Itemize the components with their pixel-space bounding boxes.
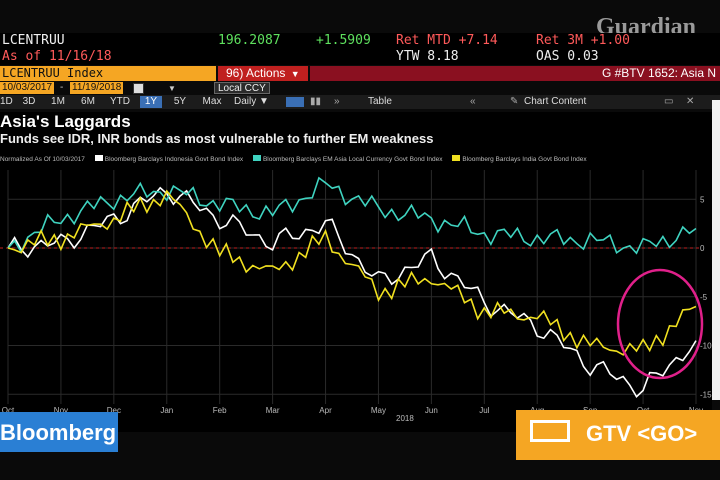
y-tick-label: 0 [700, 244, 705, 253]
legend-note: Normalized As Of 10/03/2017 [0, 156, 85, 163]
start-date-field[interactable]: 10/03/2017 [0, 82, 55, 94]
close-icon[interactable]: ✕ [686, 96, 695, 107]
range-3d[interactable]: 3D [22, 96, 36, 107]
quote-row-yield: As of 11/16/18 YTW 8.18 OAS 0.03 [0, 49, 720, 65]
x-tick-label: Apr [319, 406, 332, 415]
settings-icon[interactable]: ▭ [664, 96, 674, 107]
y-tick-label: 5 [700, 195, 705, 204]
chart-canvas[interactable]: 5 0 -5 -10 -15 Oct Nov Dec Jan Feb Mar Apr May Jun Ju… [0, 112, 712, 432]
x-tick-label: May [371, 406, 386, 415]
currency-select[interactable]: Local CCY [214, 82, 270, 94]
price-change: +1.5909 [316, 33, 371, 48]
chevron-down-icon: ▼ [290, 69, 300, 79]
gtv-banner [516, 410, 720, 460]
range-1d[interactable]: 1D [0, 96, 13, 107]
legend-em-asia[interactable]: Bloomberg Barclays EM Asia Local Currenc… [262, 156, 443, 163]
y-tick-label: -15 [700, 390, 712, 399]
security-field[interactable]: LCENTRUU Index [0, 66, 216, 81]
series-line-1 [7, 176, 697, 255]
range-6m[interactable]: 6M [81, 96, 95, 107]
y-tick-label: -5 [700, 293, 708, 302]
series-line-0 [7, 186, 697, 398]
oas-value: OAS 0.03 [536, 49, 599, 64]
series-line-2 [7, 189, 697, 356]
command-bar: LCENTRUU Index 96) Actions ▼ G #BTV 1652… [0, 66, 720, 81]
actions-label: 96) Actions [226, 66, 286, 80]
range-5y[interactable]: 5Y [173, 96, 187, 107]
price-value: 196.2087 [218, 33, 281, 48]
y-tick-label: -10 [700, 342, 712, 351]
calendar-icon[interactable] [133, 83, 144, 94]
x-tick-label: Jan [160, 406, 173, 415]
actions-menu[interactable]: 96) Actions ▼ [218, 66, 308, 81]
bloomberg-logo: Bloomberg [0, 420, 117, 445]
x-tick-label: Feb [213, 406, 227, 415]
range-1y[interactable]: 1Y [140, 96, 162, 108]
date-separator: - [60, 82, 64, 93]
range-1m[interactable]: 1M [51, 96, 65, 107]
x-tick-label: Nov [54, 406, 68, 415]
line-chart-icon[interactable] [286, 97, 304, 107]
range-max[interactable]: Max [202, 96, 222, 107]
bar-chart-icon[interactable]: ▮▮ [310, 96, 322, 107]
quote-row-price: LCENTRUU 196.2087 +1.5909 Ret MTD +7.14 … [0, 33, 720, 49]
as-of-date: As of 11/16/18 [2, 49, 112, 64]
more-chevron-icon[interactable]: » [334, 96, 340, 107]
legend-india[interactable]: Bloomberg Barclays India Govt Bond Index [462, 156, 587, 163]
highlight-circle [616, 268, 704, 380]
date-range-row: 10/03/2017 - 11/19/2018 ▼ Local CCY [0, 82, 720, 94]
chart-title: Asia's Laggards [0, 112, 131, 131]
range-ytd[interactable]: YTD [110, 96, 130, 107]
x-tick-label: Jul [479, 406, 489, 415]
ytw-value: YTW 8.18 [396, 49, 459, 64]
right-scrollbar[interactable] [712, 100, 720, 400]
chart-series [7, 176, 697, 398]
bloomberg-logo-box [0, 412, 118, 452]
gtv-command[interactable]: GTV <GO> [586, 421, 698, 446]
collapse-icon[interactable]: « [470, 96, 476, 107]
chevron-down-icon[interactable]: ▼ [168, 84, 176, 93]
chart-legend: Normalized As Of 10/03/2017 Bloomberg Ba… [0, 155, 587, 165]
wrench-icon[interactable]: ✎ [510, 96, 519, 107]
tv-icon [530, 420, 570, 442]
x-tick-label: Jun [425, 406, 438, 415]
ticker-symbol: LCENTRUU [2, 33, 65, 48]
x-tick-label: Dec [107, 406, 121, 415]
chart-subtitle: Funds see IDR, INR bonds as most vulnera… [0, 131, 434, 146]
legend-indonesia[interactable]: Bloomberg Barclays Indonesia Govt Bond I… [104, 156, 244, 163]
range-toolbar: 1D 3D 1M 6M YTD 1Y 5Y Max Daily ▼ ▮▮ » T… [0, 95, 720, 109]
btv-story-bar[interactable]: G #BTV 1652: Asia N [310, 66, 720, 81]
ret-mtd: Ret MTD +7.14 [396, 33, 498, 48]
x-tick-label: Mar [266, 406, 280, 415]
table-button[interactable]: Table [368, 96, 392, 107]
chart-content-button[interactable]: Chart Content [524, 96, 587, 107]
x-tick-label: Oct [2, 406, 15, 415]
y-axis: 5 0 -5 -10 -15 [700, 195, 712, 399]
legend-swatch-indonesia [94, 155, 103, 161]
ret-3m: Ret 3M +1.00 [536, 33, 630, 48]
legend-swatch-india [452, 155, 461, 161]
end-date-field[interactable]: 11/19/2018 [70, 82, 124, 94]
legend-swatch-em-asia [252, 155, 261, 161]
frequency-select[interactable]: Daily ▼ [234, 96, 269, 107]
x-year-label: 2018 [396, 414, 414, 423]
chart-grid [7, 170, 697, 404]
